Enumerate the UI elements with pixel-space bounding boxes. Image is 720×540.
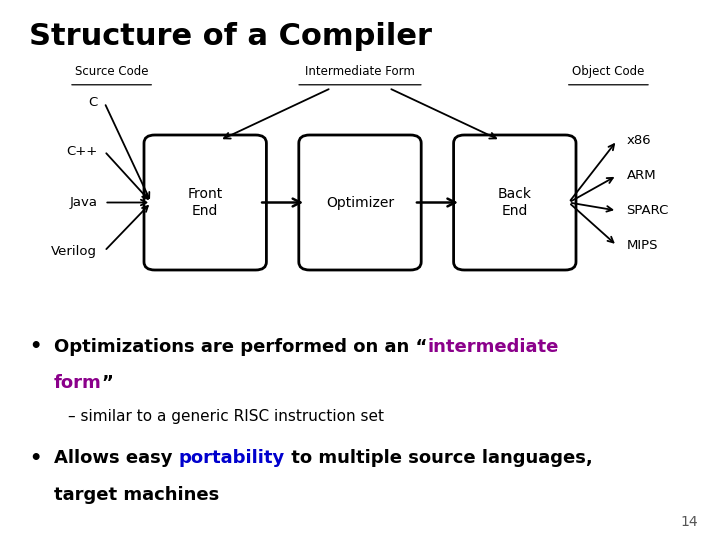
FancyBboxPatch shape xyxy=(144,135,266,270)
Text: MIPS: MIPS xyxy=(626,239,658,252)
Text: 14: 14 xyxy=(681,515,698,529)
Text: C: C xyxy=(88,96,97,109)
Text: intermediate: intermediate xyxy=(428,338,559,355)
Text: ARM: ARM xyxy=(626,169,656,182)
Text: Java: Java xyxy=(69,196,97,209)
Text: – similar to a generic RISC instruction set: – similar to a generic RISC instruction … xyxy=(68,409,384,424)
Text: Allows easy: Allows easy xyxy=(54,449,179,468)
Text: SPARC: SPARC xyxy=(626,204,669,217)
Text: •: • xyxy=(29,449,41,469)
Text: Object Code: Object Code xyxy=(572,65,644,78)
Text: Front
End: Front End xyxy=(188,187,222,218)
Text: Optimizer: Optimizer xyxy=(326,195,394,210)
Text: ”: ” xyxy=(102,374,114,392)
Text: form: form xyxy=(54,374,102,392)
Text: x86: x86 xyxy=(626,134,651,147)
Text: C++: C++ xyxy=(66,145,97,158)
FancyBboxPatch shape xyxy=(299,135,421,270)
FancyBboxPatch shape xyxy=(454,135,576,270)
Text: Optimizations are performed on an “: Optimizations are performed on an “ xyxy=(54,338,428,355)
Text: target machines: target machines xyxy=(54,486,220,504)
Text: •: • xyxy=(29,338,41,356)
Text: Intermediate Form: Intermediate Form xyxy=(305,65,415,78)
Text: Back
End: Back End xyxy=(498,187,532,218)
Text: to multiple source languages,: to multiple source languages, xyxy=(285,449,593,468)
Text: Scurce Code: Scurce Code xyxy=(75,65,148,78)
Text: portability: portability xyxy=(179,449,285,468)
Text: Structure of a Compiler: Structure of a Compiler xyxy=(29,22,432,51)
Text: Verilog: Verilog xyxy=(51,245,97,258)
